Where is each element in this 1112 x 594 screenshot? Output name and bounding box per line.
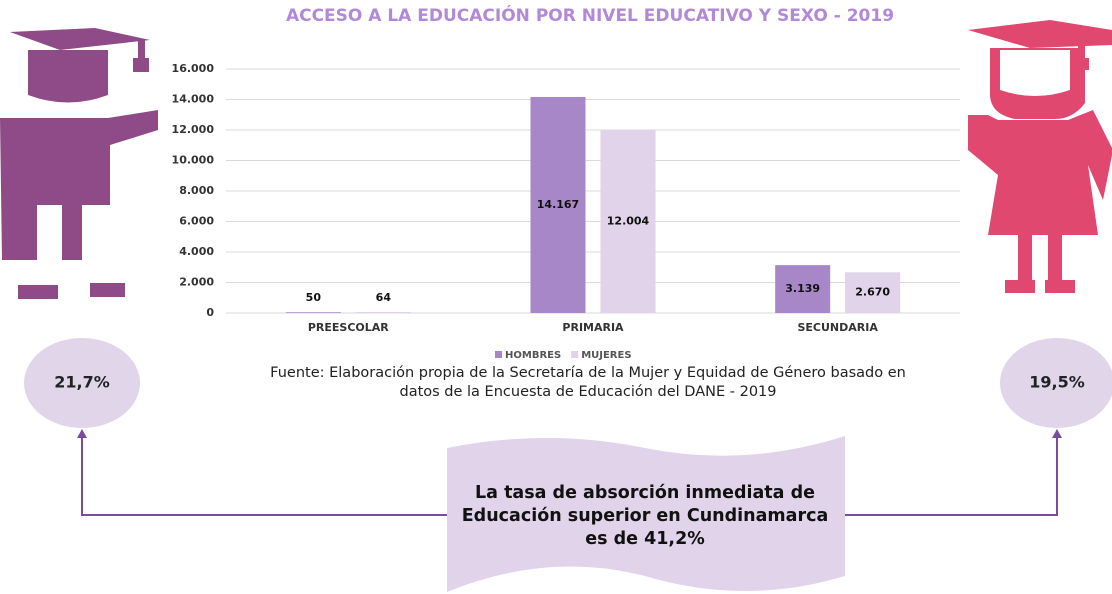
y-tick-label: 12.000 [172, 123, 215, 136]
bar [600, 129, 656, 313]
left-arrow [81, 436, 450, 516]
y-tick-label: 0 [206, 306, 214, 319]
bar [845, 272, 901, 313]
y-tick-label: 2.000 [179, 276, 214, 289]
girl-figure [968, 20, 1112, 293]
value-label: 3.139 [785, 282, 820, 295]
bar [285, 312, 341, 313]
x-tick-label: PRIMARIA [562, 321, 624, 334]
right-rate: 19,5% [1029, 373, 1085, 392]
y-tick-label: 10.000 [172, 154, 215, 167]
value-label: 64 [376, 291, 392, 304]
banner-shape [447, 436, 845, 592]
y-tick-label: 6.000 [179, 215, 214, 228]
left-circle [24, 338, 140, 428]
chart-title: ACCESO A LA EDUCACIÓN POR NIVEL EDUCATIV… [285, 6, 895, 26]
right-arrowhead [1052, 429, 1062, 438]
y-tick-label: 14.000 [172, 93, 215, 106]
legend-swatch [571, 351, 579, 358]
right-arrow [842, 436, 1058, 516]
y-tick-label: 16.000 [172, 62, 215, 75]
banner-text: La tasa de absorción inmediata de Educac… [461, 483, 829, 549]
bar [530, 96, 586, 313]
right-circle [1000, 338, 1112, 428]
legend-label: HOMBRES [505, 350, 561, 361]
left-rate: 21,7% [54, 373, 110, 392]
value-label: 14.167 [537, 198, 579, 211]
value-label: 12.004 [607, 214, 650, 227]
y-tick-label: 4.000 [179, 245, 214, 258]
bar [355, 312, 411, 313]
value-label: 2.670 [855, 286, 890, 299]
legend-swatch [495, 351, 502, 358]
value-label: 50 [306, 291, 322, 304]
x-tick-label: PREESCOLAR [308, 321, 389, 334]
legend-label: MUJERES [581, 350, 631, 361]
boy-figure [0, 28, 158, 299]
source-note: Fuente: Elaboración propia de la Secreta… [270, 365, 906, 400]
x-tick-label: SECUNDARIA [797, 321, 878, 334]
y-tick-label: 8.000 [179, 184, 214, 197]
left-arrowhead [77, 429, 87, 438]
bar [775, 265, 831, 313]
